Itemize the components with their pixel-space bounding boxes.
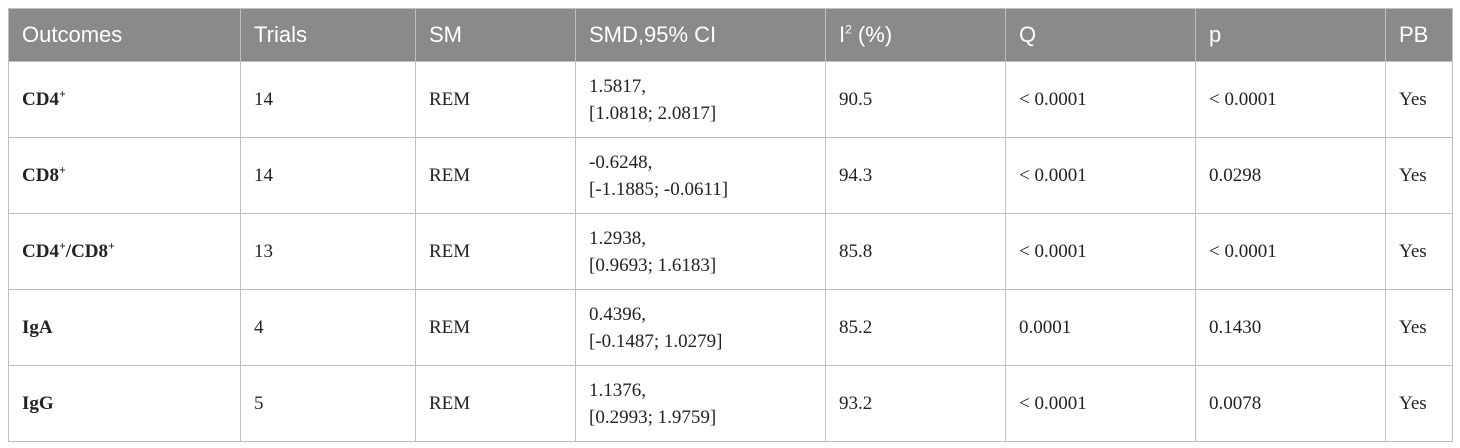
outcome-text: IgG xyxy=(22,393,54,414)
cell-q: < 0.0001 xyxy=(1005,137,1196,214)
ci-range: [-0.1487; 1.0279] xyxy=(589,330,723,352)
cell-i2: 85.8 xyxy=(825,213,1006,290)
table-row: IgG 5 REM 1.1376, [0.2993; 1.9759] 93.2 < 0.00… xyxy=(8,365,1453,442)
smd-value: 0.4396, xyxy=(589,303,646,325)
outcome-text: CD8 xyxy=(22,165,59,186)
cell-pb: Yes xyxy=(1385,61,1453,138)
header-i2: I2 (%) xyxy=(825,8,1006,62)
cell-sm: REM xyxy=(415,365,576,442)
cell-smd: 0.4396, [-0.1487; 1.0279] xyxy=(575,289,826,366)
cell-trials: 4 xyxy=(240,289,416,366)
cell-trials: 13 xyxy=(240,213,416,290)
smd-value: 1.5817, xyxy=(589,75,646,97)
header-i2-rest: (%) xyxy=(851,22,893,47)
header-p: p xyxy=(1195,8,1386,62)
cell-smd: -0.6248, [-1.1885; -0.0611] xyxy=(575,137,826,214)
header-pb: PB xyxy=(1385,8,1453,62)
smd-value: -0.6248, xyxy=(589,151,653,173)
cell-sm: REM xyxy=(415,61,576,138)
cell-smd: 1.1376, [0.2993; 1.9759] xyxy=(575,365,826,442)
header-q: Q xyxy=(1005,8,1196,62)
table-row: CD4+/CD8+ 13 REM 1.2938, [0.9693; 1.6183] 85.… xyxy=(8,213,1453,290)
cell-q: < 0.0001 xyxy=(1005,213,1196,290)
smd-value: 1.2938, xyxy=(589,227,646,249)
table-row: CD8+ 14 REM -0.6248, [-1.1885; -0.0611] 94.3 <… xyxy=(8,137,1453,214)
outcome-superscript: + xyxy=(58,162,66,177)
header-sm: SM xyxy=(415,8,576,62)
cell-i2: 85.2 xyxy=(825,289,1006,366)
cell-pb: Yes xyxy=(1385,213,1453,290)
header-i2-sup: 2 xyxy=(845,22,852,37)
cell-p: 0.0298 xyxy=(1195,137,1386,214)
cell-i2: 93.2 xyxy=(825,365,1006,442)
cell-q: < 0.0001 xyxy=(1005,365,1196,442)
cell-pb: Yes xyxy=(1385,365,1453,442)
cell-smd: 1.2938, [0.9693; 1.6183] xyxy=(575,213,826,290)
header-trials: Trials xyxy=(240,8,416,62)
ci-range: [1.0818; 2.0817] xyxy=(589,102,717,124)
cell-i2: 90.5 xyxy=(825,61,1006,138)
table-row: IgA 4 REM 0.4396, [-0.1487; 1.0279] 85.2 0.000… xyxy=(8,289,1453,366)
cell-pb: Yes xyxy=(1385,289,1453,366)
cell-outcome: IgA xyxy=(8,289,241,366)
cell-p: 0.0078 xyxy=(1195,365,1386,442)
outcome-text: CD4 xyxy=(22,241,59,262)
smd-value: 1.1376, xyxy=(589,379,646,401)
cell-sm: REM xyxy=(415,213,576,290)
cell-outcome: CD4+ xyxy=(8,61,241,138)
ci-range: [-1.1885; -0.0611] xyxy=(589,178,729,200)
cell-i2: 94.3 xyxy=(825,137,1006,214)
header-smd: SMD,95% CI xyxy=(575,8,826,62)
cell-q: 0.0001 xyxy=(1005,289,1196,366)
cell-pb: Yes xyxy=(1385,137,1453,214)
ci-range: [0.9693; 1.6183] xyxy=(589,254,717,276)
cell-trials: 14 xyxy=(240,137,416,214)
cell-sm: REM xyxy=(415,289,576,366)
header-i2-base: I xyxy=(839,22,846,47)
outcome-superscript: + xyxy=(108,238,115,253)
cell-trials: 14 xyxy=(240,61,416,138)
cell-outcome: CD8+ xyxy=(8,137,241,214)
table-body: CD4+ 14 REM 1.5817, [1.0818; 2.0817] 90.5 < 0.… xyxy=(8,61,1453,442)
outcomes-table: Outcomes Trials SM SMD,95% CI I2 (%) Q p… xyxy=(8,8,1453,442)
cell-q: < 0.0001 xyxy=(1005,61,1196,138)
cell-sm: REM xyxy=(415,137,576,214)
table-row: CD4+ 14 REM 1.5817, [1.0818; 2.0817] 90.5 < 0.… xyxy=(8,61,1453,138)
header-outcomes: Outcomes xyxy=(8,8,241,62)
outcome-superscript: + xyxy=(58,86,66,101)
cell-p: < 0.0001 xyxy=(1195,61,1386,138)
cell-trials: 5 xyxy=(240,365,416,442)
outcome-text: CD4 xyxy=(22,89,59,110)
header-row: Outcomes Trials SM SMD,95% CI I2 (%) Q p… xyxy=(8,8,1453,62)
cell-p: 0.1430 xyxy=(1195,289,1386,366)
outcome-text: IgA xyxy=(22,317,53,338)
cell-p: < 0.0001 xyxy=(1195,213,1386,290)
ci-range: [0.2993; 1.9759] xyxy=(589,406,717,428)
outcome-superscript: + xyxy=(58,238,66,253)
outcome-text: /CD8 xyxy=(65,241,109,262)
cell-outcome: IgG xyxy=(8,365,241,442)
cell-outcome: CD4+/CD8+ xyxy=(8,213,241,290)
cell-smd: 1.5817, [1.0818; 2.0817] xyxy=(575,61,826,138)
